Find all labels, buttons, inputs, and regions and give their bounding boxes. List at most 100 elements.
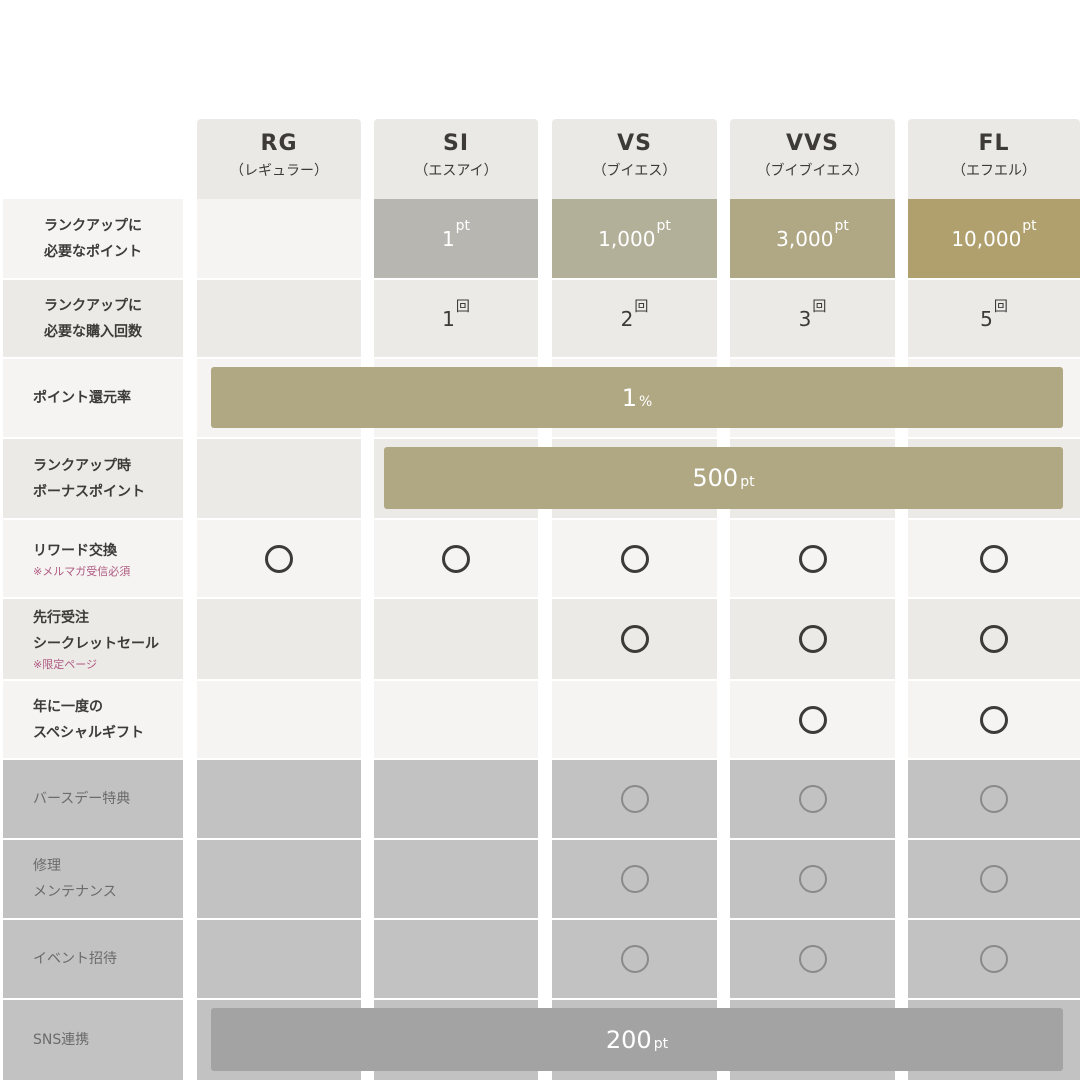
rank-kana: （ブイブイエス） — [756, 163, 869, 179]
cell-value: 10,000 — [951, 226, 1022, 251]
bar-unit: % — [638, 393, 653, 410]
circle-mark-icon — [798, 785, 827, 813]
bar-unit: pt — [653, 1035, 669, 1052]
value-bar: 200 pt — [211, 1008, 1063, 1071]
cell-fl — [908, 599, 1080, 679]
cell-unit: 回 — [455, 299, 470, 315]
cell-vvs — [730, 681, 895, 758]
cell-rg — [197, 280, 361, 357]
cell-vs — [552, 760, 717, 838]
cell-si — [374, 681, 538, 758]
rank-kana: （レギュラー） — [230, 163, 328, 179]
rank-header-rg: RG （レギュラー） — [197, 119, 361, 199]
cell-unit: pt — [834, 218, 849, 234]
row-label-line: イベント招待 — [33, 951, 117, 967]
row-label-line: メンテナンス — [33, 884, 117, 900]
row-label: イベント招待 — [3, 920, 183, 998]
cell-value: 3 — [798, 306, 812, 331]
cell-vs — [552, 840, 717, 918]
row-label: リワード交換 ※メルマガ受信必須 — [3, 520, 183, 597]
cell-rg — [197, 599, 361, 679]
cell-vs — [552, 920, 717, 998]
cell-rg — [197, 199, 361, 278]
circle-mark-icon — [620, 865, 649, 893]
rank-code: FL — [978, 131, 1010, 156]
row-label: ポイント還元率 — [3, 359, 183, 437]
cell-unit: pt — [656, 218, 671, 234]
cell-vvs — [730, 920, 895, 998]
cell-rg — [197, 681, 361, 758]
bar-unit: pt — [740, 474, 755, 490]
cell-fl — [908, 520, 1080, 597]
rank-header-vs: VS （ブイエス） — [552, 119, 717, 199]
row-note: ※限定ページ — [33, 658, 97, 671]
row-label: ランクアップに 必要なポイント — [3, 199, 183, 278]
rank-header-si: SI （エスアイ） — [374, 119, 538, 199]
cell-rg — [197, 760, 361, 838]
row-label: SNS連携 — [3, 1000, 183, 1080]
circle-mark-icon — [980, 705, 1008, 734]
cell-value: 5 — [980, 306, 993, 331]
bar-value: 1 — [621, 383, 637, 412]
rank-header-vvs: VVS （ブイブイエス） — [730, 119, 895, 199]
cell-si — [374, 920, 538, 998]
cell-si — [374, 840, 538, 918]
cell-fl — [908, 920, 1080, 998]
circle-mark-icon — [442, 544, 470, 573]
circle-mark-icon — [798, 544, 827, 573]
row-label-line: ランクアップ時 — [33, 457, 131, 474]
cell-rg — [197, 439, 361, 518]
cell-vvs: 3,000 pt — [730, 199, 895, 278]
cell-fl: 10,000 pt — [908, 199, 1080, 278]
row-label-line: シークレットセール — [33, 636, 159, 652]
cell-si — [374, 599, 538, 679]
row-label-line: ポイント還元率 — [33, 390, 131, 406]
cell-vvs — [730, 520, 895, 597]
cell-unit: 回 — [812, 299, 827, 315]
cell-fl — [908, 840, 1080, 918]
cell-fl — [908, 760, 1080, 838]
row-label-line: リワード交換 — [33, 542, 117, 559]
cell-value: 3,000 — [776, 226, 834, 251]
cell-rg — [197, 920, 361, 998]
row-note: ※メルマガ受信必須 — [33, 564, 131, 578]
circle-mark-icon — [980, 865, 1008, 893]
rank-code: SI — [442, 131, 470, 156]
row-label-line: ランクアップに — [44, 297, 142, 314]
circle-mark-icon — [798, 705, 827, 734]
cell-si: 1 pt — [374, 199, 538, 278]
circle-mark-icon — [798, 945, 827, 973]
row-label: ランクアップに 必要な購入回数 — [3, 280, 183, 357]
row-label-line: SNS連携 — [33, 1032, 90, 1048]
cell-vs — [552, 681, 717, 758]
value-bar: 500 pt — [384, 447, 1063, 509]
circle-mark-icon — [798, 625, 827, 653]
row-label: 先行受注 シークレットセール ※限定ページ — [3, 599, 183, 679]
row-label-line: ボーナスポイント — [33, 483, 145, 500]
circle-mark-icon — [620, 544, 649, 573]
circle-mark-icon — [620, 785, 649, 813]
cell-vvs — [730, 760, 895, 838]
bar-value: 500 — [692, 464, 739, 492]
row-label: 年に一度の スペシャルギフト — [3, 681, 183, 758]
row-label: バースデー特典 — [3, 760, 183, 838]
circle-mark-icon — [980, 945, 1008, 973]
circle-mark-icon — [980, 785, 1008, 813]
rank-code: RG — [260, 131, 298, 156]
rank-code: VS — [617, 131, 652, 156]
cell-unit: 回 — [993, 299, 1008, 315]
circle-mark-icon — [265, 544, 293, 573]
cell-vs — [552, 520, 717, 597]
cell-vs — [552, 599, 717, 679]
cell-unit: pt — [1022, 218, 1037, 234]
cell-rg — [197, 840, 361, 918]
cell-unit: pt — [455, 218, 471, 234]
value-bar: 1% — [211, 367, 1063, 428]
cell-value: 2 — [620, 306, 634, 331]
row-label-line: バースデー特典 — [33, 791, 131, 807]
circle-mark-icon — [980, 544, 1008, 573]
rank-code: VVS — [786, 131, 839, 156]
